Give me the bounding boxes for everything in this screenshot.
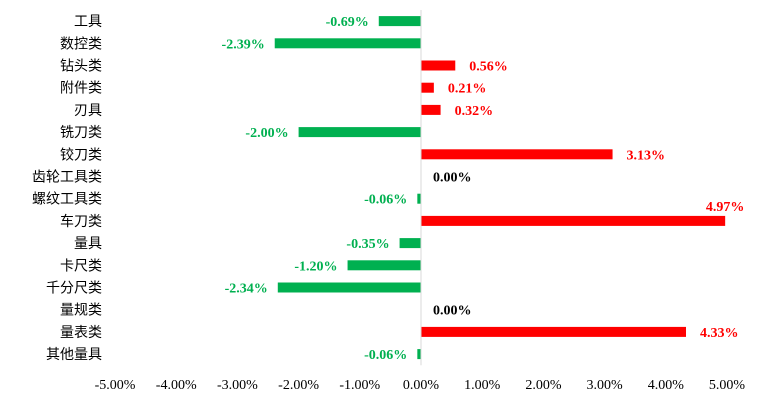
bar <box>347 260 421 271</box>
value-label: 0.32% <box>455 104 494 119</box>
x-tick-label: -2.00% <box>278 378 319 393</box>
bar <box>298 127 421 138</box>
value-label: 0.00% <box>433 304 472 319</box>
x-tick-label: -1.00% <box>339 378 380 393</box>
value-label: 3.13% <box>627 148 666 163</box>
bar <box>399 238 421 249</box>
bar <box>421 60 456 71</box>
value-label: 4.33% <box>700 326 739 341</box>
category-label: 量表类 <box>60 325 102 341</box>
x-tick-label: 5.00% <box>709 378 746 393</box>
value-label: 0.21% <box>448 82 487 97</box>
value-label: -0.35% <box>346 237 389 252</box>
value-label: -0.06% <box>364 193 407 208</box>
bar <box>421 104 441 115</box>
value-label: -2.00% <box>245 126 288 141</box>
category-label: 数控类 <box>60 36 102 52</box>
x-tick-label: 3.00% <box>587 378 624 393</box>
bar <box>417 349 421 360</box>
x-tick-label: 4.00% <box>648 378 685 393</box>
value-labels: -0.69% -2.39% 0.56% 0.21% 0.32% -2.00% 3.13% 0.… <box>222 15 745 363</box>
value-label: -2.34% <box>225 282 268 297</box>
bar <box>417 193 421 204</box>
bar <box>421 82 434 93</box>
value-label: -0.69% <box>326 15 369 30</box>
category-label: 铣刀类 <box>60 125 102 141</box>
category-label: 钻头类 <box>60 59 102 75</box>
bar <box>421 149 613 160</box>
value-label: 0.00% <box>433 171 472 186</box>
category-label: 工具 <box>74 14 102 30</box>
bar <box>378 16 421 27</box>
category-label: 附件类 <box>60 81 102 97</box>
bar <box>421 326 686 337</box>
value-label: 0.56% <box>469 60 508 75</box>
value-label: 4.97% <box>706 200 745 215</box>
category-label: 齿轮工具类 <box>32 170 102 186</box>
bars <box>274 16 726 360</box>
value-label: -2.39% <box>222 37 265 52</box>
category-label: 车刀类 <box>60 213 102 230</box>
x-tick-label: 0.00% <box>403 378 440 393</box>
x-tick-label: -5.00% <box>95 378 136 393</box>
category-label: 量规类 <box>60 303 102 319</box>
bar <box>421 215 726 226</box>
x-tick-label: -3.00% <box>217 378 258 393</box>
category-label: 刃具 <box>74 103 102 119</box>
category-label: 千分尺类 <box>46 281 102 297</box>
bar <box>277 282 421 293</box>
x-axis-tick-labels: -5.00% -4.00% -3.00% -2.00% -1.00% 0.00% 1.00%… <box>95 378 746 393</box>
category-labels: 工具数控类钻头类附件类刃具铣刀类铰刀类齿轮工具类螺纹工具类车刀类量具卡尺类千分尺… <box>32 14 102 363</box>
category-label: 螺纹工具类 <box>32 192 102 208</box>
category-label: 铰刀类 <box>60 147 102 163</box>
category-label: 其他量具 <box>46 347 102 363</box>
x-tick-label: 2.00% <box>525 378 562 393</box>
value-label: -0.06% <box>364 348 407 363</box>
category-label: 量具 <box>74 236 102 252</box>
x-tick-label: -4.00% <box>156 378 197 393</box>
category-label: 卡尺类 <box>60 258 102 274</box>
x-tick-label: 1.00% <box>464 378 501 393</box>
value-label: -1.20% <box>294 259 337 274</box>
bar <box>274 38 421 49</box>
